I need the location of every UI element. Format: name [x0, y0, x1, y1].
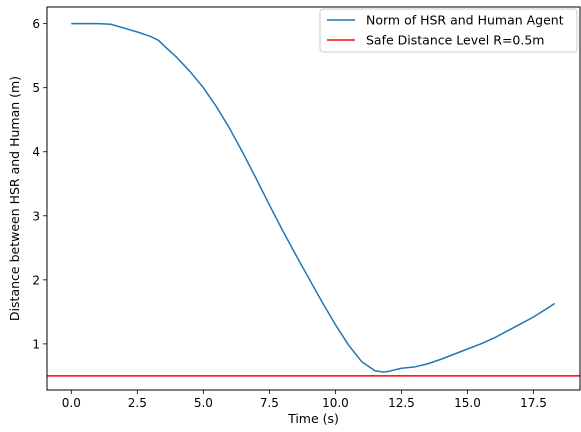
x-tick-label: 7.5 — [260, 396, 279, 410]
x-tick-label: 2.5 — [128, 396, 147, 410]
y-tick-label: 2 — [32, 273, 40, 287]
legend-box — [319, 8, 578, 53]
y-tick-label: 5 — [32, 81, 40, 95]
y-axis: 1 2 3 4 5 6 — [32, 17, 47, 351]
y-axis-label: Distance between HSR and Human (m) — [7, 76, 22, 321]
legend: Norm of HSR and Human Agent Safe Distanc… — [319, 8, 578, 53]
y-tick-label: 1 — [32, 337, 40, 351]
x-tick-label: 17.5 — [520, 396, 547, 410]
y-tick-label: 6 — [32, 17, 40, 31]
series-layer — [47, 22, 580, 377]
legend-label-norm: Norm of HSR and Human Agent — [366, 13, 564, 28]
norm-series-line — [71, 22, 556, 373]
x-tick-label: 0.0 — [62, 396, 81, 410]
y-tick-label: 3 — [32, 209, 40, 223]
y-tick-label: 4 — [32, 145, 40, 159]
x-tick-label: 12.5 — [388, 396, 415, 410]
x-axis: 0.0 2.5 5.0 7.5 10.0 12.5 15.0 17.5 — [62, 390, 547, 410]
plot-frame — [46, 6, 581, 391]
x-axis-label: Time (s) — [287, 411, 339, 426]
x-tick-label: 15.0 — [454, 396, 481, 410]
x-tick-label: 5.0 — [194, 396, 213, 410]
x-tick-label: 10.0 — [322, 396, 349, 410]
legend-label-safe-distance: Safe Distance Level R=0.5m — [366, 33, 544, 48]
